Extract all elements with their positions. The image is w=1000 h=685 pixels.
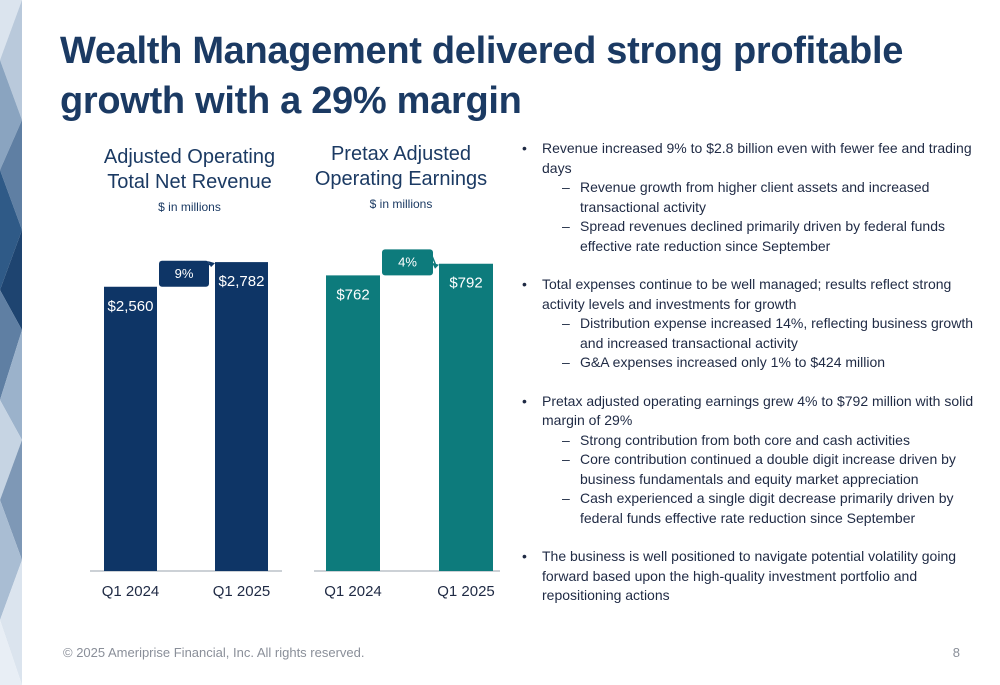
bullet-point: • The business is well positioned to navi… bbox=[518, 547, 998, 606]
sub-bullet-text: Cash experienced a single digit decrease… bbox=[580, 490, 954, 526]
sub-bullet-text: G&A expenses increased only 1% to $424 m… bbox=[580, 354, 886, 370]
bar-q1-2024 bbox=[104, 286, 157, 571]
bar-q1-2025 bbox=[215, 262, 268, 571]
sub-bullet-marker: – bbox=[562, 179, 570, 195]
chart-subtitle-earnings: $ in millions bbox=[369, 197, 433, 211]
growth-arrow-head bbox=[432, 262, 439, 269]
sub-bullet-point: – Distribution expense increased 14%, ref… bbox=[542, 314, 998, 353]
growth-arrow-head bbox=[208, 261, 215, 268]
sub-bullet-point: – Revenue growth from higher client asset… bbox=[542, 178, 998, 217]
key-points-list: • Revenue increased 9% to $2.8 billion ev… bbox=[518, 139, 998, 625]
sub-bullet-point: – G&A expenses increased only 1% to $424 … bbox=[542, 353, 998, 373]
chart-subtitle-revenue: $ in millions bbox=[158, 200, 221, 214]
copyright-footer: © 2025 Ameriprise Financial, Inc. All ri… bbox=[63, 645, 365, 660]
sub-bullet-list: – Revenue growth from higher client asset… bbox=[542, 178, 998, 256]
bullet-text: Revenue increased 9% to $2.8 billion eve… bbox=[542, 140, 972, 176]
sub-bullet-point: – Cash experienced a single digit decreas… bbox=[542, 489, 998, 528]
sub-bullet-marker: – bbox=[562, 451, 570, 467]
bar-value-label: $2,782 bbox=[219, 273, 265, 290]
bullet-marker: • bbox=[522, 140, 527, 156]
x-tick-label: Q1 2025 bbox=[213, 583, 271, 600]
bullet-point: • Total expenses continue to be well mana… bbox=[518, 275, 998, 373]
bar-charts: $2,560 Q1 2024 $2,782 Q1 2025 9% $762 Q1 2024 $… bbox=[90, 249, 500, 600]
x-tick-label: Q1 2024 bbox=[324, 583, 382, 600]
x-tick-label: Q1 2025 bbox=[437, 583, 495, 600]
page-number: 8 bbox=[952, 645, 960, 660]
bar-value-label: $792 bbox=[449, 275, 482, 292]
sub-bullet-text: Strong contribution from both core and c… bbox=[580, 431, 910, 448]
bar-q1-2025 bbox=[439, 263, 493, 571]
chart-title-revenue: Adjusted Operating Total Net Revenue bbox=[103, 146, 276, 193]
decorative-side-pattern bbox=[0, 0, 22, 685]
x-tick-label: Q1 2024 bbox=[102, 583, 160, 600]
sub-bullet-point: – Spread revenues declined primarily driv… bbox=[542, 217, 998, 256]
bullet-point: • Revenue increased 9% to $2.8 billion ev… bbox=[518, 139, 998, 256]
sub-bullet-list: – Strong contribution from both core and … bbox=[542, 431, 998, 529]
bullet-point: • Pretax adjusted operating earnings grew… bbox=[518, 392, 998, 529]
sub-bullet-marker: – bbox=[562, 315, 570, 331]
growth-badge bbox=[159, 260, 209, 287]
bullet-marker: • bbox=[522, 276, 527, 292]
sub-bullet-text: Core contribution continued a double dig… bbox=[580, 451, 956, 487]
bullet-text: Total expenses continue to be well manag… bbox=[542, 276, 952, 312]
growth-badge-label: 4% bbox=[398, 254, 417, 269]
sub-bullet-marker: – bbox=[562, 354, 570, 370]
sub-bullet-marker: – bbox=[562, 431, 570, 448]
sub-bullet-point: – Core contribution continued a double di… bbox=[542, 450, 998, 489]
bar-value-label: $762 bbox=[336, 286, 369, 303]
sub-bullet-marker: – bbox=[562, 490, 570, 506]
bullet-marker: • bbox=[522, 548, 527, 564]
growth-badge-label: 9% bbox=[175, 266, 194, 281]
chart-title-earnings: Pretax Adjusted Operating Earnings bbox=[314, 143, 488, 190]
sub-bullet-point: – Strong contribution from both core and … bbox=[542, 431, 998, 451]
sub-bullet-list: – Distribution expense increased 14%, ref… bbox=[542, 314, 998, 373]
sub-bullet-text: Spread revenues declined primarily drive… bbox=[580, 218, 945, 254]
bullet-text: Pretax adjusted operating earnings grew … bbox=[542, 392, 974, 429]
sub-bullet-text: Distribution expense increased 14%, refl… bbox=[580, 315, 973, 351]
bar-value-label: $2,560 bbox=[108, 298, 154, 315]
sub-bullet-text: Revenue growth from higher client assets… bbox=[580, 179, 930, 215]
growth-badge bbox=[382, 249, 433, 276]
slide-title: Wealth Management delivered strong profi… bbox=[60, 30, 904, 122]
bullet-marker: • bbox=[522, 392, 527, 409]
bullet-text: The business is well positioned to navig… bbox=[542, 548, 957, 603]
sub-bullet-marker: – bbox=[562, 218, 570, 234]
bar-q1-2024 bbox=[326, 275, 380, 571]
